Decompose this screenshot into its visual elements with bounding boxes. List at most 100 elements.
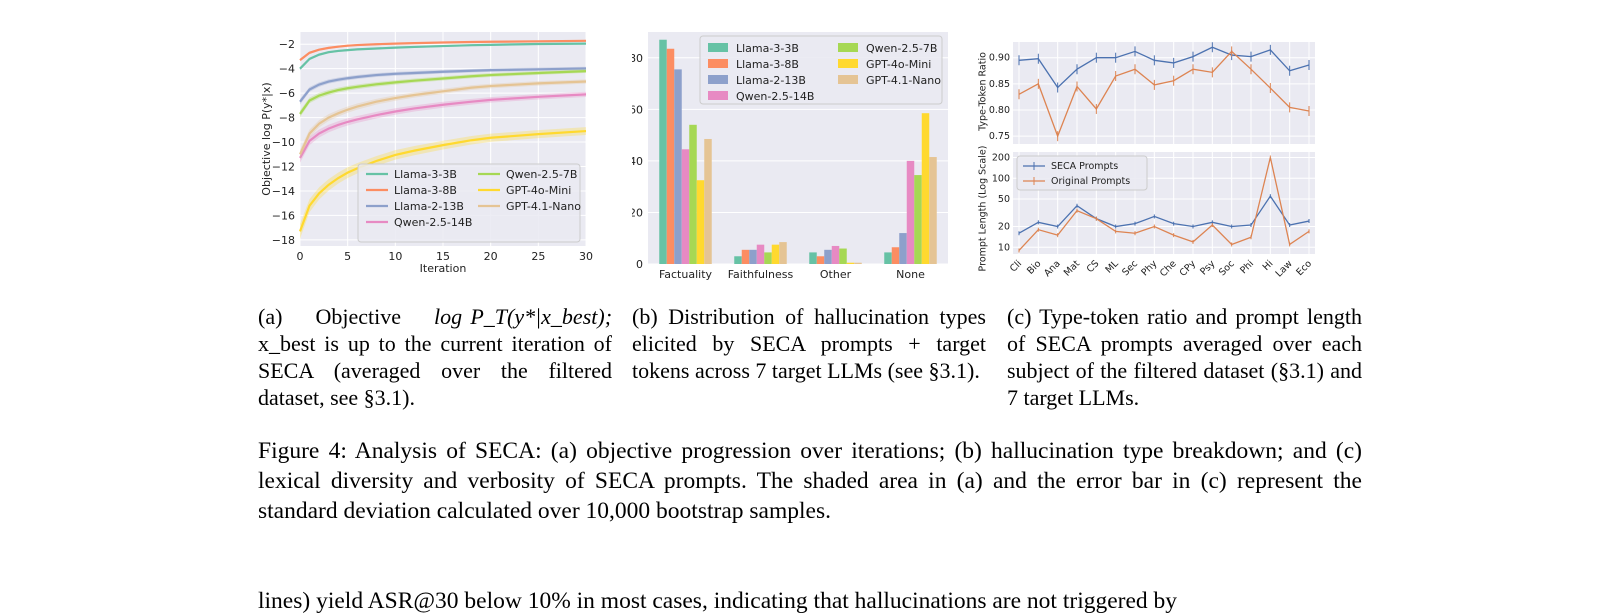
legend-swatch [838,43,858,52]
bar [756,244,765,264]
y-tick-label: 10 [998,242,1010,253]
bar [771,244,780,264]
x-tick-label: CS [1085,258,1102,275]
bar [921,113,930,264]
y-tick-label: 100 [992,173,1010,184]
x-tick-label: ML [1103,258,1121,276]
x-tick-label: 15 [436,250,450,263]
y-tick-label: 200 [992,152,1010,163]
bar [914,175,922,264]
x-tick-label: Factuality [659,268,713,281]
panel-c-bottom-ylabel: Prompt Length (Log Scale) [977,145,989,272]
y-tick-label: 40 [632,155,643,168]
legend-swatch [708,75,728,84]
caption-c-label: (c) [1007,304,1032,329]
panel-b-chart: 0 20 40 60 80 Factuality Faithfulness Other None… [632,28,988,290]
bar [689,124,697,264]
series-line [1018,157,1310,251]
y-tick-label: 0.80 [989,105,1010,116]
bar [839,248,847,264]
x-tick-label: 20 [484,250,498,263]
bar [734,256,742,264]
plot-area-top [1013,42,1315,144]
y-tick-label: −16 [272,209,295,222]
bar [824,249,832,264]
legend-swatch [838,59,858,68]
caption-a-label: (a) [258,304,283,329]
body-text-line: lines) yield ASR@30 below 10% in most ca… [258,588,1178,614]
bar [696,180,705,264]
x-tick-label: Psy [1198,258,1217,277]
series-line [299,39,587,61]
caption-a-lead: Objective [315,304,401,329]
y-tick-label: −6 [279,87,295,100]
x-tick-label: Phi [1238,258,1256,276]
y-tick-label: −2 [279,38,295,51]
y-tick-label: −14 [272,185,295,198]
legend-label: Qwen-2.5-7B [506,168,577,181]
bar [906,160,915,264]
std-band [300,127,586,239]
bar [704,138,712,264]
bar [854,262,862,264]
legend-label: GPT-4.1-Nano [866,74,941,87]
y-tick-label: 0.75 [989,131,1010,142]
x-tick-label: None [896,268,925,281]
y-tick-label: 0 [636,258,643,271]
x-tick-label: 30 [579,250,593,263]
bar [846,262,855,264]
legend-label: GPT-4.1-Nano [506,200,581,213]
bar [891,247,900,264]
caption-c: (c) Type-token ratio and prompt length o… [1007,303,1362,411]
x-tick-label: Ana [1042,258,1063,279]
y-tick-label: 0.85 [989,79,1010,90]
legend-label: Qwen-2.5-14B [394,216,472,229]
legend-box [1016,155,1148,191]
caption-c-text: Type-token ratio and prompt length of SE… [1007,304,1362,410]
bar [831,245,840,264]
y-tick-label: 0.90 [989,53,1010,64]
bar [764,252,772,264]
x-tick-label: Soc [1217,258,1237,278]
series-line [299,93,587,159]
legend-label: SECA Prompts [1051,161,1118,172]
legend-label: Llama-3-8B [394,184,457,197]
y-tick-label: −12 [272,161,295,174]
bar [816,256,825,264]
legend-label: Llama-3-3B [394,168,457,181]
legend-box [699,35,943,105]
legend-label: Llama-2-13B [736,74,806,87]
series-line [1018,195,1310,234]
legend-label: GPT-4o-Mini [506,184,571,197]
panel-c-chart: 0.75 0.80 0.85 0.90 10 20 50 100 200 Cli Bio Ana Mat… [989,38,1365,300]
x-tick-label: Phy [1139,258,1159,278]
series-line [299,70,587,115]
bar [749,249,757,264]
panel-a-chart: −2 −4 −6 −8 −10 −12 −14 −16 −18 0 5 10 15 20 25 30 Itera… [258,28,610,290]
legend-label: Llama-3-8B [736,58,799,71]
legend-swatch [838,75,858,84]
x-tick-label: Eco [1294,258,1314,278]
caption-a-rest: x_best is up to the current iteration of… [258,331,612,410]
caption-a-formula: log P_T(y*|x_best); [433,304,613,329]
x-tick-label: Sec [1120,258,1140,278]
y-tick-label: 80 [632,52,643,65]
series-line [1018,46,1310,89]
x-tick-label: 10 [388,250,402,263]
x-tick-label: Other [820,268,852,281]
y-tick-label: −18 [272,234,295,247]
x-tick-label: 25 [531,250,545,263]
legend-label: Llama-3-3B [736,42,799,55]
bar [741,249,750,264]
caption-b: (b) Distribution of hallucination types … [632,303,986,384]
bar [779,242,787,264]
bar [674,69,682,264]
caption-b-text: Distribution of hallucination types elic… [632,304,986,383]
objective-line-chart: −2 −4 −6 −8 −10 −12 −14 −16 −180 5 10 15 20 25 30 Itera… [260,32,593,275]
y-tick-label: 20 [998,222,1010,233]
y-tick-label: 20 [632,206,643,219]
caption-b-label: (b) [632,304,658,329]
y-tick-label: 50 [998,194,1010,205]
legend-label: GPT-4o-Mini [866,58,931,71]
